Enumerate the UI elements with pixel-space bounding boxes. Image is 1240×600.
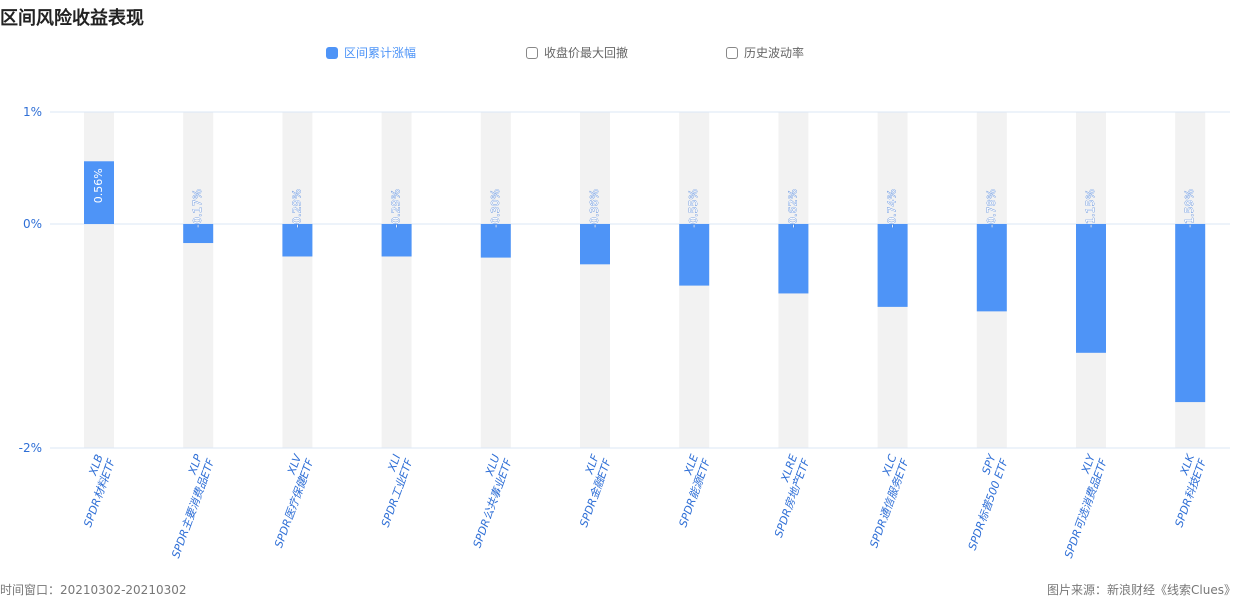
y-tick-label: -2%: [19, 441, 42, 455]
bar-value-label: -0.29%: [390, 189, 403, 228]
legend-label: 历史波动率: [744, 46, 805, 60]
background-column: [381, 112, 412, 448]
time-window-note: 时间窗口：20210302-20210302: [0, 583, 187, 597]
legend-swatch-icon: [526, 46, 538, 59]
background-column: [580, 112, 610, 448]
bar: [480, 224, 511, 258]
legend-item-cumulative-return[interactable]: 区间累计涨幅: [326, 44, 416, 61]
chart-title: 区间风险收益表现: [0, 8, 144, 29]
legend-swatch-icon: [326, 46, 338, 59]
bar-value-label: -0.30%: [489, 189, 502, 228]
bar-value-label: -0.74%: [886, 189, 899, 228]
bar-value-label: -0.29%: [290, 189, 303, 228]
y-tick-label: 0%: [23, 217, 42, 231]
bar: [976, 224, 1007, 312]
bar-value-label: -0.36%: [588, 189, 601, 228]
bar-value-label: -0.55%: [687, 189, 700, 228]
bar: [877, 224, 908, 307]
bar: [381, 224, 412, 257]
legend-label: 区间累计涨幅: [344, 46, 417, 60]
background-column: [480, 112, 511, 448]
y-tick-label: 1%: [23, 105, 42, 119]
bar: [580, 224, 610, 265]
bar: [183, 224, 214, 244]
legend-item-volatility[interactable]: 历史波动率: [726, 44, 804, 61]
bar-value-label: -0.17%: [191, 189, 204, 228]
background-column: [282, 112, 313, 448]
bar-value-label: 0.56%: [92, 168, 105, 203]
chart-legend: 区间累计涨幅 收盘价最大回撤 历史波动率: [0, 44, 1240, 64]
x-tick-code-label: XLI: [385, 453, 403, 474]
source-note: 图片来源：新浪财经《线索Clues》: [1047, 583, 1236, 597]
bar-value-label: -0.62%: [786, 189, 799, 228]
bar: [282, 224, 313, 257]
bar: [1175, 224, 1206, 403]
bar: [1076, 224, 1106, 353]
bar-value-label: -1.15%: [1084, 189, 1097, 228]
bar: [84, 161, 114, 224]
bar: [778, 224, 809, 294]
bar-value-label: -0.78%: [985, 189, 998, 228]
legend-label: 收盘价最大回撤: [544, 46, 629, 60]
bar: [679, 224, 710, 286]
legend-swatch-icon: [726, 46, 738, 59]
background-column: [183, 112, 214, 448]
legend-item-max-drawdown[interactable]: 收盘价最大回撤: [526, 44, 628, 61]
bar-value-label: -1.59%: [1183, 189, 1196, 228]
